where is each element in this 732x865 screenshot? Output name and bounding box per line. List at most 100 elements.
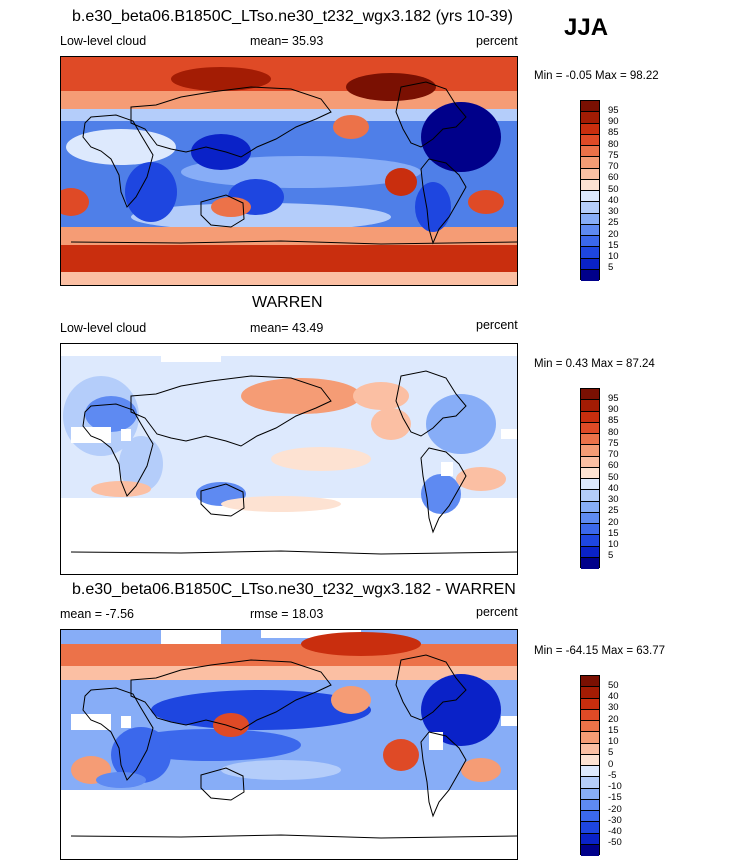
colorbar-cell xyxy=(581,788,599,800)
panel1-mean-label: mean= 35.93 xyxy=(250,34,324,48)
colorbar-label: 30 xyxy=(608,206,619,217)
panel2-units-label: percent xyxy=(476,318,518,332)
colorbar-label: 40 xyxy=(608,691,619,702)
colorbar-label: 10 xyxy=(608,539,619,550)
colorbar-label: 60 xyxy=(608,460,619,471)
colorbar-cell xyxy=(581,676,599,688)
colorbar-cell xyxy=(581,389,599,401)
colorbar-label: 75 xyxy=(608,150,619,161)
colorbar-cell xyxy=(581,456,599,468)
colorbar-cell xyxy=(581,766,599,778)
colorbar-label: 25 xyxy=(608,217,619,228)
season-label: JJA xyxy=(564,14,609,41)
colorbar-cell xyxy=(581,269,599,281)
colorbar-label: 20 xyxy=(608,229,619,240)
colorbar-label: 0 xyxy=(608,759,614,770)
panel3-minmax: Min = -64.15 Max = 63.77 xyxy=(534,645,666,657)
colorbar-label: 95 xyxy=(608,393,619,404)
panel1-field-label: Low-level cloud xyxy=(60,34,147,48)
colorbar-cell xyxy=(581,811,599,823)
colorbar-label: 70 xyxy=(608,161,619,172)
colorbar-cell xyxy=(581,445,599,457)
colorbar-label: 75 xyxy=(608,438,619,449)
panel2-field-label: Low-level cloud xyxy=(60,321,147,335)
colorbar-cell xyxy=(581,168,599,180)
colorbar-cell xyxy=(581,247,599,259)
colorbar-label: -10 xyxy=(608,781,622,792)
colorbar-label: 30 xyxy=(608,702,619,713)
colorbar-cell xyxy=(581,213,599,225)
colorbar-cell xyxy=(581,698,599,710)
colorbar-cell xyxy=(581,422,599,434)
colorbar-cell xyxy=(581,535,599,547)
colorbar-cell xyxy=(581,112,599,124)
colorbar-cell xyxy=(581,777,599,789)
colorbar-label: 60 xyxy=(608,172,619,183)
colorbar-label: -50 xyxy=(608,837,622,848)
colorbar-cell xyxy=(581,434,599,446)
colorbar-label: 15 xyxy=(608,725,619,736)
colorbar-cell xyxy=(581,557,599,569)
colorbar-label: 95 xyxy=(608,105,619,116)
panel3-map xyxy=(60,629,518,860)
colorbar-label: 80 xyxy=(608,427,619,438)
colorbar-cell xyxy=(581,546,599,558)
colorbar-label: 30 xyxy=(608,494,619,505)
colorbar-cell xyxy=(581,844,599,856)
colorbar-cell xyxy=(581,146,599,158)
colorbar-label: 50 xyxy=(608,184,619,195)
panel2-minmax: Min = 0.43 Max = 87.24 xyxy=(534,358,655,370)
colorbar-label: 15 xyxy=(608,240,619,251)
colorbar-cell xyxy=(581,123,599,135)
panel1-units-label: percent xyxy=(476,34,518,48)
colorbar-label: 40 xyxy=(608,483,619,494)
colorbar-cell xyxy=(581,224,599,236)
colorbar-label: 90 xyxy=(608,404,619,415)
colorbar-label: 85 xyxy=(608,415,619,426)
colorbar-label: 5 xyxy=(608,747,614,758)
colorbar-label: 50 xyxy=(608,680,619,691)
colorbar-label: -20 xyxy=(608,804,622,815)
colorbar-label: 40 xyxy=(608,195,619,206)
colorbar-label: 25 xyxy=(608,505,619,516)
colorbar-label: 15 xyxy=(608,528,619,539)
colorbar-label: 20 xyxy=(608,714,619,725)
colorbar-cell xyxy=(581,721,599,733)
colorbar-cell xyxy=(581,157,599,169)
colorbar-label: 20 xyxy=(608,517,619,528)
colorbar-label: 5 xyxy=(608,262,614,273)
colorbar-cell xyxy=(581,258,599,270)
panel3-title: b.e30_beta06.B1850C_LTso.ne30_t232_wgx3.… xyxy=(72,581,516,598)
colorbar-label: 5 xyxy=(608,550,614,561)
panel3-colorbar xyxy=(580,675,600,856)
colorbar-cell xyxy=(581,490,599,502)
colorbar-cell xyxy=(581,400,599,412)
colorbar-cell xyxy=(581,687,599,699)
colorbar-label: 70 xyxy=(608,449,619,460)
colorbar-cell xyxy=(581,179,599,191)
colorbar-cell xyxy=(581,501,599,513)
colorbar-label: -5 xyxy=(608,770,617,781)
colorbar-cell xyxy=(581,411,599,423)
colorbar-cell xyxy=(581,709,599,721)
panel2-mean-label: mean= 43.49 xyxy=(250,321,324,335)
colorbar-cell xyxy=(581,236,599,248)
colorbar-label: 50 xyxy=(608,472,619,483)
colorbar-cell xyxy=(581,524,599,536)
colorbar-cell xyxy=(581,833,599,845)
colorbar-label: 10 xyxy=(608,251,619,262)
colorbar-cell xyxy=(581,134,599,146)
colorbar-label: 80 xyxy=(608,139,619,150)
panel3-map-svg xyxy=(61,630,517,859)
colorbar-label: 90 xyxy=(608,116,619,127)
panel3-units-label: percent xyxy=(476,605,518,619)
panel1-colorbar xyxy=(580,100,600,281)
colorbar-cell xyxy=(581,512,599,524)
colorbar-cell xyxy=(581,101,599,113)
colorbar-cell xyxy=(581,191,599,203)
panel1-map-svg xyxy=(61,57,517,285)
colorbar-label: -15 xyxy=(608,792,622,803)
colorbar-cell xyxy=(581,799,599,811)
colorbar-label: 85 xyxy=(608,127,619,138)
panel3-rmse-label: rmse = 18.03 xyxy=(250,607,324,621)
